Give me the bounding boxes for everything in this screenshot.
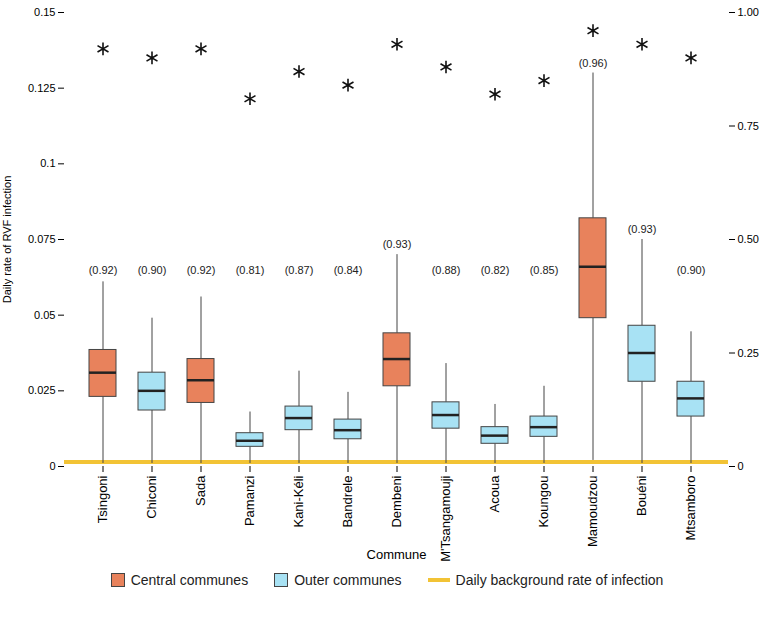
svg-text:(0.92): (0.92) [187,264,216,276]
svg-text:Dembeni: Dembeni [389,475,404,527]
svg-text:0.075: 0.075 [28,233,56,245]
svg-text:(0.93): (0.93) [628,223,657,235]
svg-text:1.00: 1.00 [738,6,759,18]
svg-text:Koungou: Koungou [536,476,551,528]
svg-text:(0.90): (0.90) [677,264,706,276]
svg-text:Daily rate of RVF infection: Daily rate of RVF infection [1,176,13,304]
svg-text:(0.85): (0.85) [530,264,559,276]
html-text:Central communes: Central communes [130,572,249,588]
svg-text:(0.93): (0.93) [383,238,412,250]
svg-text:Kani-Kéli: Kani-Kéli [291,475,306,527]
svg-text:(0.82): (0.82) [481,264,510,276]
svg-text:Pamanzi: Pamanzi [242,475,257,526]
svg-text:Sada: Sada [193,475,208,506]
svg-text:0.15: 0.15 [34,6,55,18]
svg-text:Tsingoni: Tsingoni [95,475,110,523]
svg-text:0: 0 [49,460,55,472]
svg-text:(0.87): (0.87) [285,264,314,276]
svg-text:Mtsamboro: Mtsamboro [683,476,698,541]
svg-text:0.75: 0.75 [738,120,759,132]
svg-text:M'Tsangamouji: M'Tsangamouji [438,475,453,561]
svg-text:Bouéni: Bouéni [634,475,649,516]
svg-text:Acoua: Acoua [487,475,502,513]
svg-text:(0.84): (0.84) [334,264,363,276]
svg-text:(0.90): (0.90) [138,264,167,276]
svg-text:(0.81): (0.81) [236,264,265,276]
html-text:Daily background rate of infec: Daily background rate of infection [455,572,664,588]
html-text:Outer communes: Outer communes [294,572,402,588]
svg-text:Chiconi: Chiconi [144,475,159,518]
svg-text:(0.88): (0.88) [432,264,461,276]
svg-text:0.125: 0.125 [28,82,56,94]
svg-text:(0.92): (0.92) [89,264,118,276]
svg-text:Commune: Commune [367,547,427,562]
svg-text:Bandrele: Bandrele [340,476,355,528]
svg-text:Mamoudzou: Mamoudzou [585,476,600,548]
svg-text:0.25: 0.25 [738,347,759,359]
svg-text:(0.96): (0.96) [579,57,608,69]
svg-text:0.05: 0.05 [34,309,55,321]
svg-text:0.50: 0.50 [738,233,759,245]
svg-text:0: 0 [738,460,744,472]
svg-text:0.025: 0.025 [28,384,56,396]
svg-text:0.1: 0.1 [40,157,55,169]
